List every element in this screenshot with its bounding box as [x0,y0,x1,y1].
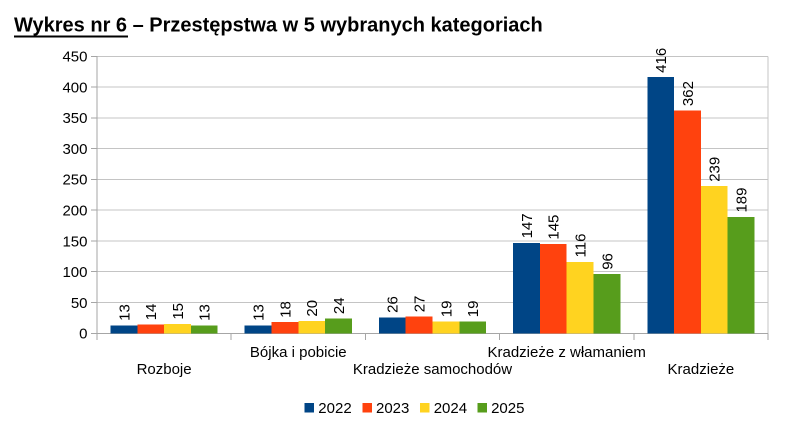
svg-text:27: 27 [412,296,429,313]
svg-text:450: 450 [62,49,87,66]
svg-text:2025: 2025 [491,400,524,417]
svg-text:150: 150 [62,233,87,250]
svg-text:200: 200 [62,203,87,220]
svg-text:400: 400 [62,79,87,96]
svg-text:19: 19 [438,301,455,318]
svg-text:0: 0 [79,326,87,343]
svg-text:2024: 2024 [434,400,467,417]
svg-text:147: 147 [519,213,536,238]
svg-text:13: 13 [116,304,133,321]
svg-text:20: 20 [304,300,321,317]
svg-text:19: 19 [465,301,482,318]
svg-text:18: 18 [277,301,294,318]
svg-text:13: 13 [197,304,214,321]
svg-text:250: 250 [62,172,87,189]
svg-text:145: 145 [546,215,563,240]
svg-text:Rozboje: Rozboje [137,361,192,378]
svg-text:Kradzieże z włamaniem: Kradzieże z włamaniem [487,344,645,361]
svg-text:350: 350 [62,110,87,127]
svg-text:Wykres nr 6 – Przestępstwa w 5: Wykres nr 6 – Przestępstwa w 5 wybranych… [14,15,543,37]
svg-text:14: 14 [143,304,160,321]
svg-text:300: 300 [62,141,87,158]
svg-text:2022: 2022 [318,400,351,417]
svg-text:116: 116 [573,234,590,258]
svg-text:24: 24 [331,297,348,314]
svg-text:26: 26 [385,296,402,313]
svg-text:Kradzieże: Kradzieże [668,361,735,378]
svg-text:13: 13 [251,304,268,321]
svg-text:50: 50 [71,295,88,312]
svg-text:100: 100 [62,264,87,281]
svg-text:416: 416 [653,48,670,73]
svg-text:15: 15 [170,303,187,320]
svg-text:239: 239 [707,157,724,182]
svg-text:Bójka i pobicie: Bójka i pobicie [250,344,347,361]
svg-text:189: 189 [734,188,751,213]
svg-text:2023: 2023 [376,400,409,417]
svg-text:96: 96 [599,253,616,270]
svg-text:362: 362 [680,81,697,106]
svg-text:Kradzieże samochodów: Kradzieże samochodów [353,361,512,378]
